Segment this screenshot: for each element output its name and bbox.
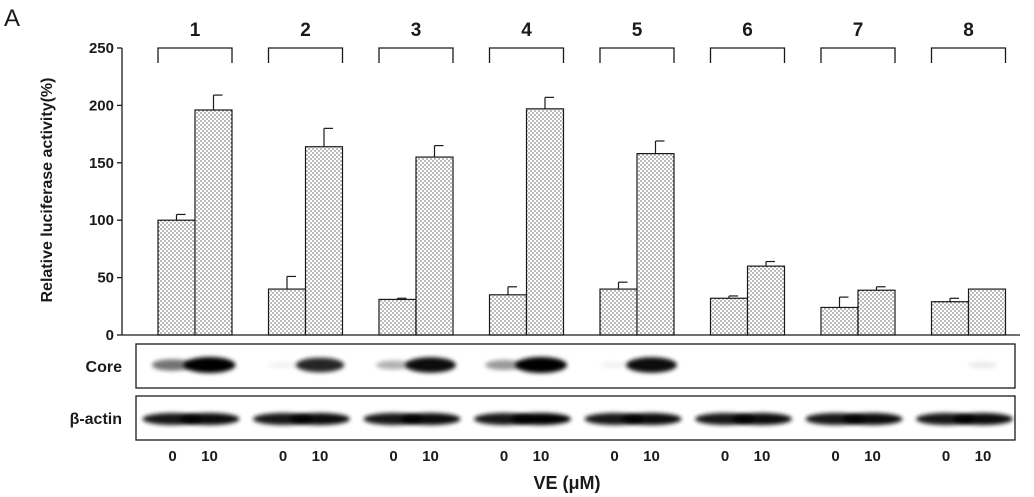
lane-label: 10: [533, 448, 550, 465]
bar: [857, 289, 896, 336]
group-bracket: [820, 47, 896, 63]
blot-row-label: Core: [86, 359, 123, 376]
group-bracket: [930, 47, 1007, 63]
bar: [599, 288, 638, 336]
y-tick-label: 150: [89, 155, 114, 172]
lane-label: 10: [754, 448, 771, 465]
panel-label: A: [4, 5, 20, 32]
lane-label: 10: [975, 448, 992, 465]
blot-band: [968, 361, 998, 369]
blot-band: [151, 359, 194, 371]
blot-band: [732, 413, 792, 425]
lane-label: 0: [500, 448, 508, 465]
y-tick-label: 250: [89, 40, 114, 57]
blot-band: [515, 357, 567, 373]
blot-band: [295, 357, 345, 373]
bar: [709, 297, 749, 336]
lane-label: 0: [610, 448, 618, 465]
group-bracket: [157, 47, 233, 63]
lane-labels: 0 10 0 10 0 10 0 10 0 10 0 10 0 10 0 10: [168, 448, 991, 465]
blot-frame: [135, 343, 1016, 389]
blot-band: [953, 413, 1013, 425]
bar: [378, 298, 417, 336]
lane-label: 0: [942, 448, 950, 465]
bar: [157, 219, 196, 336]
blot-band: [400, 413, 461, 425]
bar: [746, 265, 786, 336]
group-label: 6: [742, 20, 753, 41]
lane-label: 10: [643, 448, 660, 465]
group-label: 7: [853, 20, 864, 41]
bar: [304, 146, 344, 336]
blot-band: [290, 413, 350, 425]
y-tick-label: 200: [89, 97, 114, 114]
bar: [967, 288, 1007, 336]
group-label: 3: [411, 20, 422, 41]
y-tick-label: 0: [106, 327, 114, 344]
group-bracket: [709, 47, 786, 63]
blot-band: [268, 361, 298, 369]
bar: [930, 301, 970, 336]
y-tick-label: 100: [89, 212, 114, 229]
blot-row: Core: [86, 343, 1016, 389]
bar: [267, 288, 307, 336]
lane-label: 10: [422, 448, 439, 465]
lane-label: 10: [312, 448, 329, 465]
bar: [415, 156, 454, 336]
group-bracket: [267, 47, 344, 63]
axes: 0 50 100 150 200 250: [89, 40, 1020, 344]
blot-row: β-actin: [70, 395, 1016, 441]
lane-label: 0: [279, 448, 287, 465]
y-axis-label: Relative luciferase activity(%): [39, 78, 56, 303]
group-label: 2: [300, 20, 311, 41]
blot-band: [375, 360, 412, 370]
bar: [194, 109, 233, 336]
blot-row-label: β-actin: [70, 411, 122, 428]
lane-label: 10: [201, 448, 218, 465]
blot-band: [179, 413, 240, 425]
blot-band: [511, 413, 571, 425]
western-blot: Core β-actin 0 10 0 10 0 10 0 10 0 10 0 10 0 10 0 10 VE …: [70, 343, 1016, 493]
x-axis-label: VE (μM): [533, 473, 600, 493]
group-label: 8: [963, 20, 974, 41]
group-bracket: [488, 47, 565, 63]
blot-band: [621, 413, 682, 425]
blot-band: [599, 361, 630, 369]
bar-chart: 1 2 3 4 5 6 7 8 0 50 100 150 200 250 Relative lucife…: [39, 20, 1020, 344]
group-brackets: 1 2 3 4 5 6 7 8: [157, 20, 1007, 63]
lane-label: 0: [168, 448, 176, 465]
lane-label: 0: [831, 448, 839, 465]
blot-band: [842, 413, 903, 425]
bars: [157, 94, 1007, 336]
blot-band: [183, 357, 236, 373]
bar: [525, 108, 565, 336]
lane-label: 10: [864, 448, 881, 465]
group-label: 1: [190, 20, 201, 41]
group-bracket: [378, 47, 454, 63]
blot-band: [405, 357, 456, 373]
blot-band: [626, 357, 677, 373]
bar: [636, 153, 675, 336]
lane-label: 0: [721, 448, 729, 465]
group-bracket: [599, 47, 675, 63]
group-label: 5: [632, 20, 643, 41]
blot-band: [485, 360, 523, 370]
group-label: 4: [521, 20, 532, 41]
bar: [488, 294, 528, 336]
y-tick-label: 50: [97, 270, 114, 287]
lane-label: 0: [389, 448, 397, 465]
bar: [820, 306, 859, 336]
